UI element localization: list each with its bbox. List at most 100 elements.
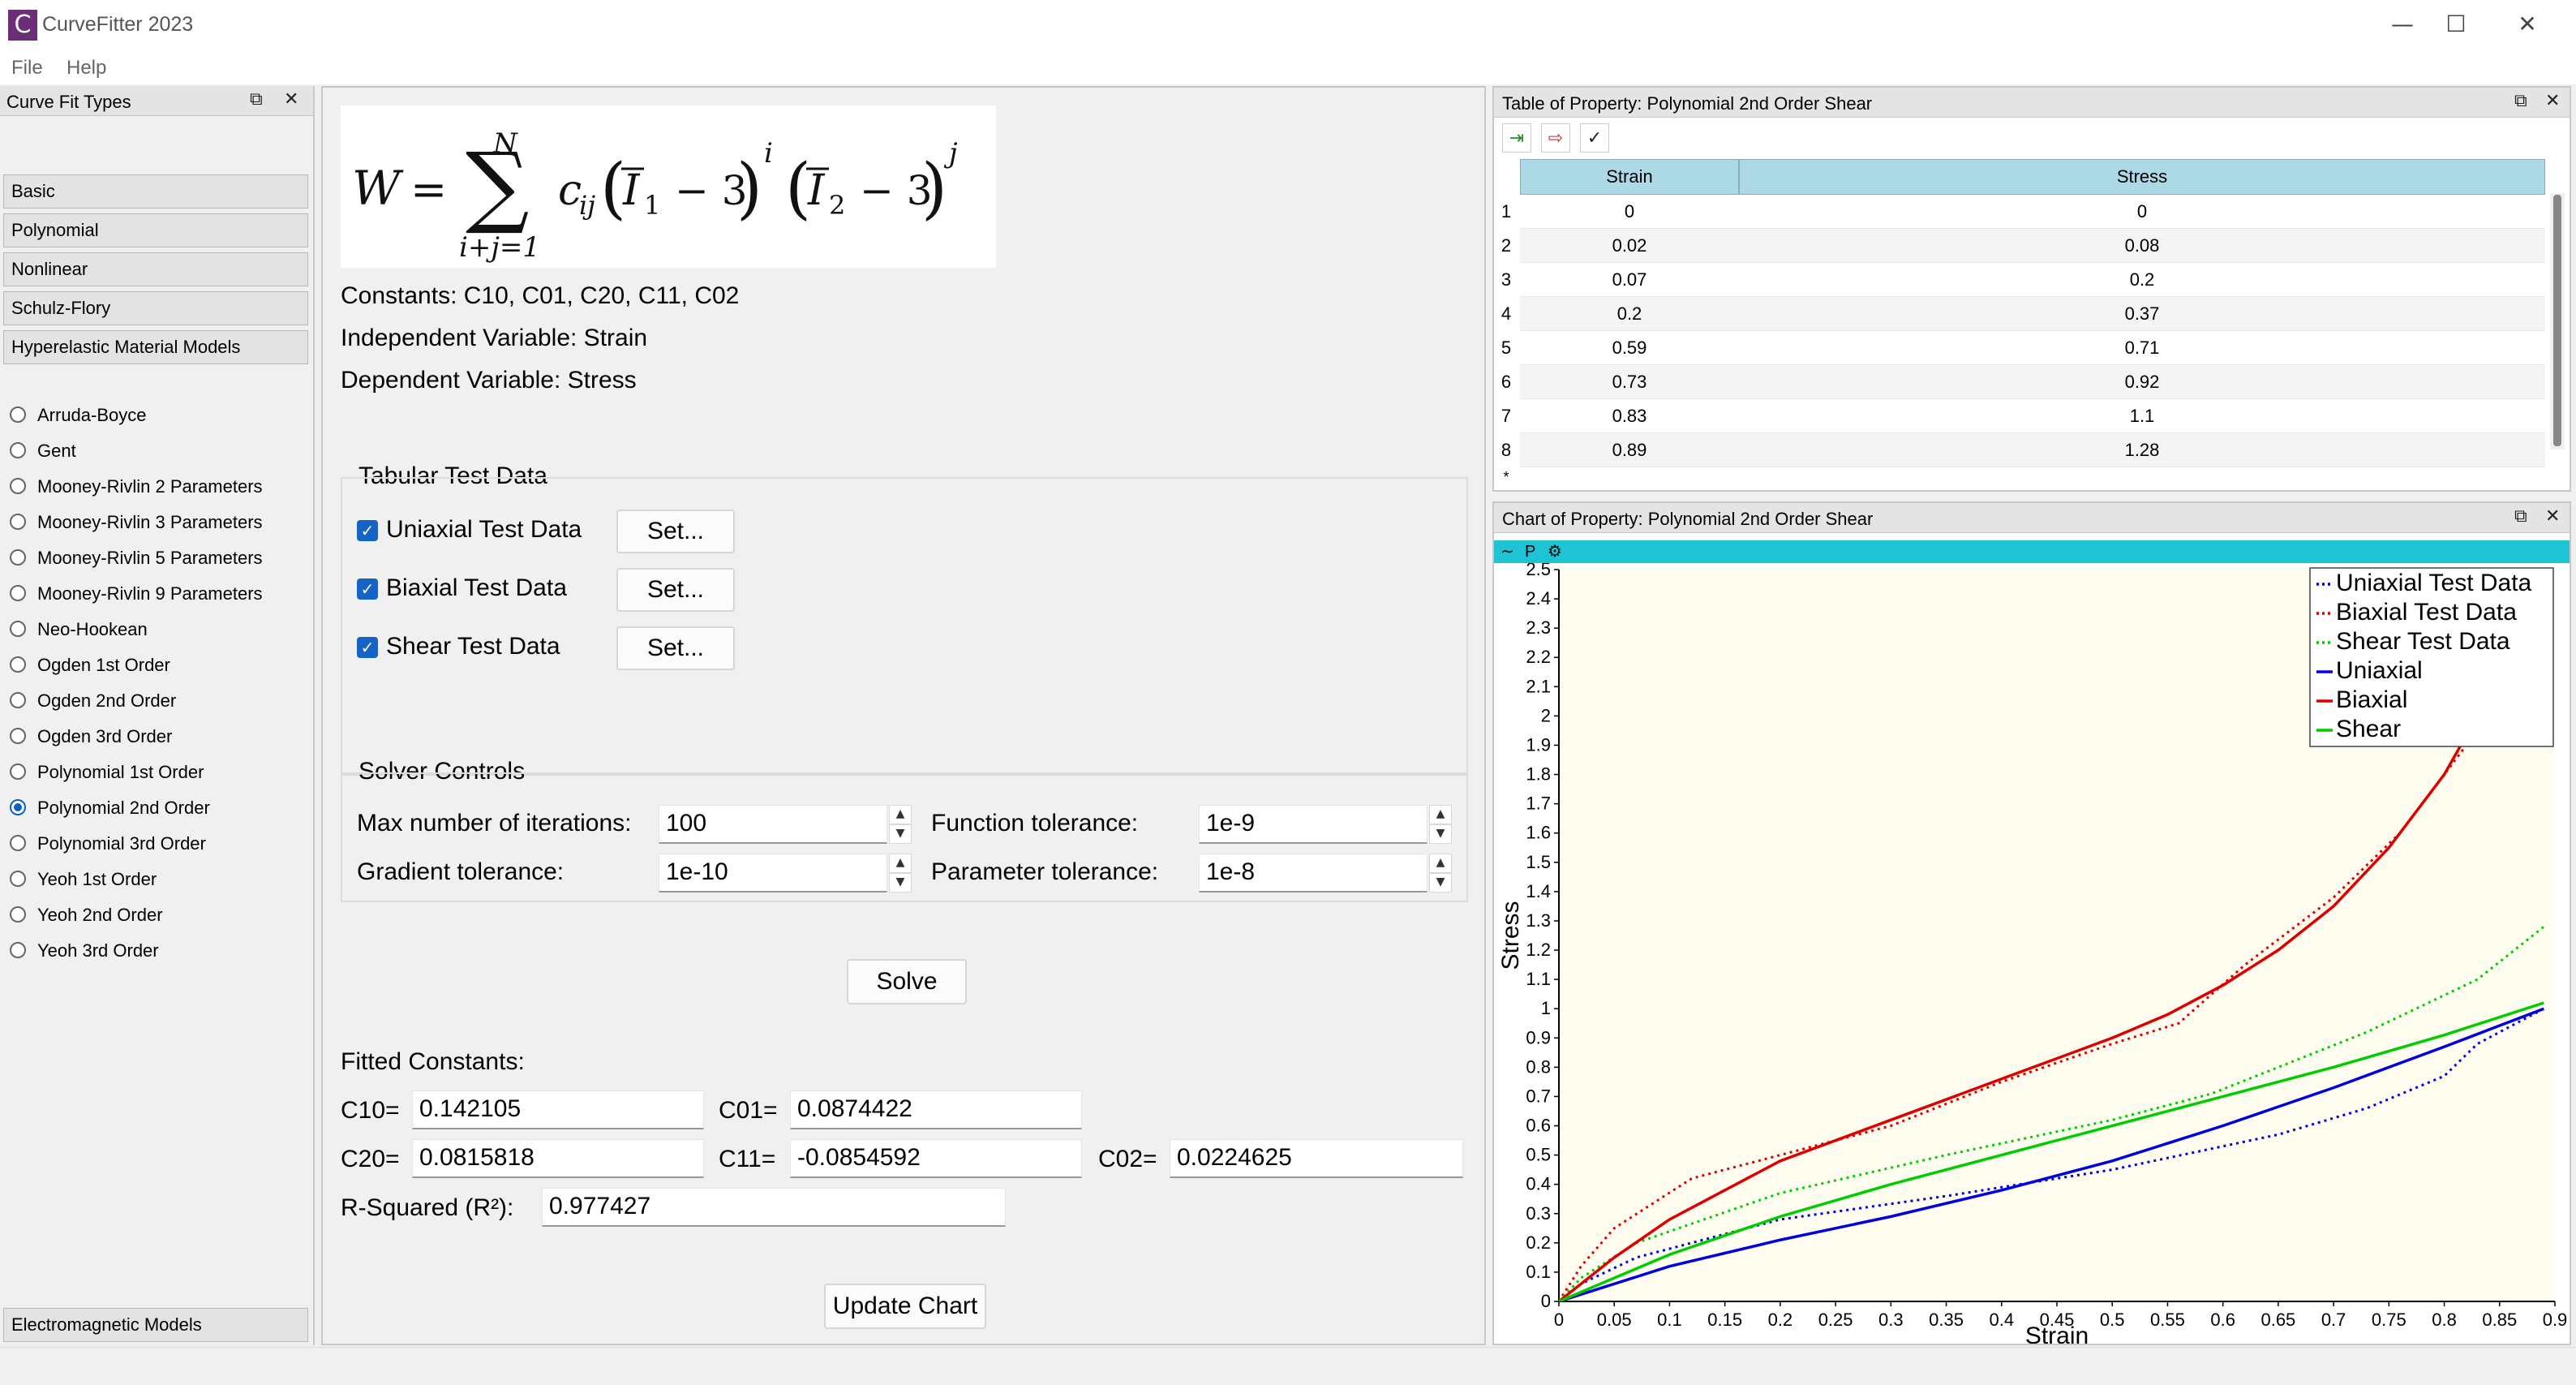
- model-radio-arruda-boyce[interactable]: Arruda-Boyce: [10, 399, 147, 432]
- model-radio-polynomial-3rd-order[interactable]: Polynomial 3rd Order: [10, 828, 206, 860]
- category-basic[interactable]: Basic: [3, 174, 308, 209]
- spin-up-icon[interactable]: ▲: [889, 854, 912, 873]
- model-radio-gent[interactable]: Gent: [10, 435, 76, 467]
- table-row[interactable]: [1520, 433, 2545, 467]
- spin-down-icon[interactable]: ▼: [1429, 824, 1452, 844]
- category-electromagnetic[interactable]: Electromagnetic Models: [3, 1308, 308, 1342]
- category-schulz-flory[interactable]: Schulz-Flory: [3, 291, 308, 325]
- shear-set-button[interactable]: Set...: [616, 626, 735, 670]
- spin-up-icon[interactable]: ▲: [1429, 805, 1452, 824]
- table-row[interactable]: [1520, 365, 2545, 399]
- stress-cell[interactable]: 1.28: [2124, 440, 2160, 460]
- spin-up-icon[interactable]: ▲: [889, 805, 912, 824]
- column-header-stress[interactable]: Stress: [1739, 159, 2545, 195]
- c11-field[interactable]: -0.0854592: [790, 1139, 1082, 1178]
- pan-icon[interactable]: ∼: [1501, 543, 1514, 561]
- table-row[interactable]: [1520, 331, 2545, 365]
- close-icon[interactable]: ✕: [284, 89, 299, 110]
- stress-cell[interactable]: 0.37: [2124, 303, 2160, 324]
- category-hyperelastic[interactable]: Hyperelastic Material Models: [3, 330, 308, 364]
- model-radio-ogden-1st-order[interactable]: Ogden 1st Order: [10, 649, 170, 682]
- strain-cell[interactable]: 0.02: [1612, 235, 1647, 256]
- table-row[interactable]: [1520, 263, 2545, 297]
- gradient-tolerance-field[interactable]: 1e-10: [659, 854, 887, 893]
- stress-cell[interactable]: 0.08: [2124, 235, 2160, 256]
- radio-icon[interactable]: [10, 585, 26, 602]
- biaxial-set-button[interactable]: Set...: [616, 568, 735, 612]
- solve-button[interactable]: Solve: [847, 959, 967, 1004]
- model-radio-ogden-3rd-order[interactable]: Ogden 3rd Order: [10, 720, 172, 753]
- stress-cell[interactable]: 1.1: [2129, 406, 2155, 426]
- radio-icon[interactable]: [10, 728, 26, 745]
- clear-table-icon[interactable]: ✓: [1580, 123, 1609, 153]
- c10-field[interactable]: 0.142105: [412, 1090, 704, 1129]
- strain-cell[interactable]: 0.07: [1612, 269, 1647, 290]
- radio-icon[interactable]: [10, 656, 26, 673]
- radio-icon[interactable]: [10, 442, 26, 459]
- update-chart-button[interactable]: Update Chart: [824, 1284, 986, 1329]
- c02-field[interactable]: 0.0224625: [1170, 1139, 1463, 1178]
- radio-selected-icon[interactable]: [10, 799, 26, 816]
- stress-cell[interactable]: 0.71: [2124, 338, 2160, 358]
- table-row[interactable]: [1520, 399, 2545, 433]
- radio-icon[interactable]: [10, 478, 26, 495]
- model-radio-mooney-rivlin-9-parameters[interactable]: Mooney-Rivlin 9 Parameters: [10, 578, 263, 610]
- stress-cell[interactable]: 0: [2136, 201, 2148, 222]
- minimize-icon[interactable]: —: [2391, 11, 2414, 37]
- model-radio-mooney-rivlin-5-parameters[interactable]: Mooney-Rivlin 5 Parameters: [10, 542, 263, 574]
- float-icon[interactable]: ⧉: [2514, 91, 2527, 111]
- uniaxial-test-data-checkbox[interactable]: ✓ Uniaxial Test Data: [357, 516, 582, 544]
- close-icon[interactable]: ✕: [2545, 506, 2561, 527]
- parameter-tolerance-field[interactable]: 1e-8: [1199, 854, 1428, 893]
- stress-cell[interactable]: 0.92: [2124, 372, 2160, 392]
- model-radio-polynomial-2nd-order[interactable]: Polynomial 2nd Order: [10, 792, 210, 824]
- function-tolerance-field[interactable]: 1e-9: [1199, 805, 1428, 844]
- spin-up-icon[interactable]: ▲: [1429, 854, 1452, 873]
- radio-icon[interactable]: [10, 514, 26, 531]
- strain-cell[interactable]: 0.73: [1612, 372, 1647, 392]
- biaxial-test-data-checkbox[interactable]: ✓ Biaxial Test Data: [357, 574, 567, 602]
- radio-icon[interactable]: [10, 406, 26, 424]
- strain-cell[interactable]: 0.89: [1612, 440, 1647, 460]
- category-polynomial[interactable]: Polynomial: [3, 213, 308, 247]
- menu-file[interactable]: File: [11, 57, 43, 79]
- max-iterations-field[interactable]: 100: [659, 805, 887, 844]
- radio-icon[interactable]: [10, 942, 26, 959]
- r-squared-field[interactable]: 0.977427: [542, 1188, 1006, 1227]
- model-radio-polynomial-1st-order[interactable]: Polynomial 1st Order: [10, 756, 204, 789]
- radio-icon[interactable]: [10, 549, 26, 566]
- radio-icon[interactable]: [10, 835, 26, 852]
- table-scrollbar[interactable]: [2550, 193, 2565, 449]
- scrollbar-thumb[interactable]: [2553, 195, 2561, 446]
- spin-down-icon[interactable]: ▼: [889, 824, 912, 844]
- model-radio-yeoh-1st-order[interactable]: Yeoh 1st Order: [10, 863, 157, 896]
- strain-cell[interactable]: 0: [1624, 201, 1635, 222]
- column-header-strain[interactable]: Strain: [1520, 159, 1739, 195]
- settings-icon[interactable]: ⚙: [1548, 543, 1562, 561]
- c01-field[interactable]: 0.0874422: [790, 1090, 1082, 1129]
- table-row[interactable]: [1520, 195, 2545, 229]
- model-radio-mooney-rivlin-3-parameters[interactable]: Mooney-Rivlin 3 Parameters: [10, 506, 263, 539]
- strain-cell[interactable]: 0.83: [1612, 406, 1647, 426]
- table-row[interactable]: [1520, 229, 2545, 263]
- model-radio-ogden-2nd-order[interactable]: Ogden 2nd Order: [10, 685, 176, 717]
- radio-icon[interactable]: [10, 906, 26, 923]
- import-icon[interactable]: ⇥: [1502, 123, 1531, 153]
- strain-cell[interactable]: 0.2: [1616, 303, 1642, 324]
- menu-help[interactable]: Help: [67, 57, 107, 79]
- shear-test-data-checkbox[interactable]: ✓ Shear Test Data: [357, 633, 560, 660]
- stress-cell[interactable]: 0.2: [2129, 269, 2155, 290]
- radio-icon[interactable]: [10, 621, 26, 638]
- table-row[interactable]: [1520, 297, 2545, 331]
- radio-icon[interactable]: [10, 871, 26, 888]
- spin-down-icon[interactable]: ▼: [1429, 873, 1452, 893]
- close-icon[interactable]: ✕: [2545, 91, 2561, 111]
- maximize-icon[interactable]: ☐: [2445, 11, 2467, 37]
- model-radio-neo-hookean[interactable]: Neo-Hookean: [10, 613, 148, 646]
- close-icon[interactable]: ✕: [2518, 11, 2537, 37]
- c20-field[interactable]: 0.0815818: [412, 1139, 704, 1178]
- model-radio-mooney-rivlin-2-parameters[interactable]: Mooney-Rivlin 2 Parameters: [10, 471, 263, 503]
- model-radio-yeoh-3rd-order[interactable]: Yeoh 3rd Order: [10, 935, 159, 967]
- spin-down-icon[interactable]: ▼: [889, 873, 912, 893]
- strain-cell[interactable]: 0.59: [1612, 338, 1647, 358]
